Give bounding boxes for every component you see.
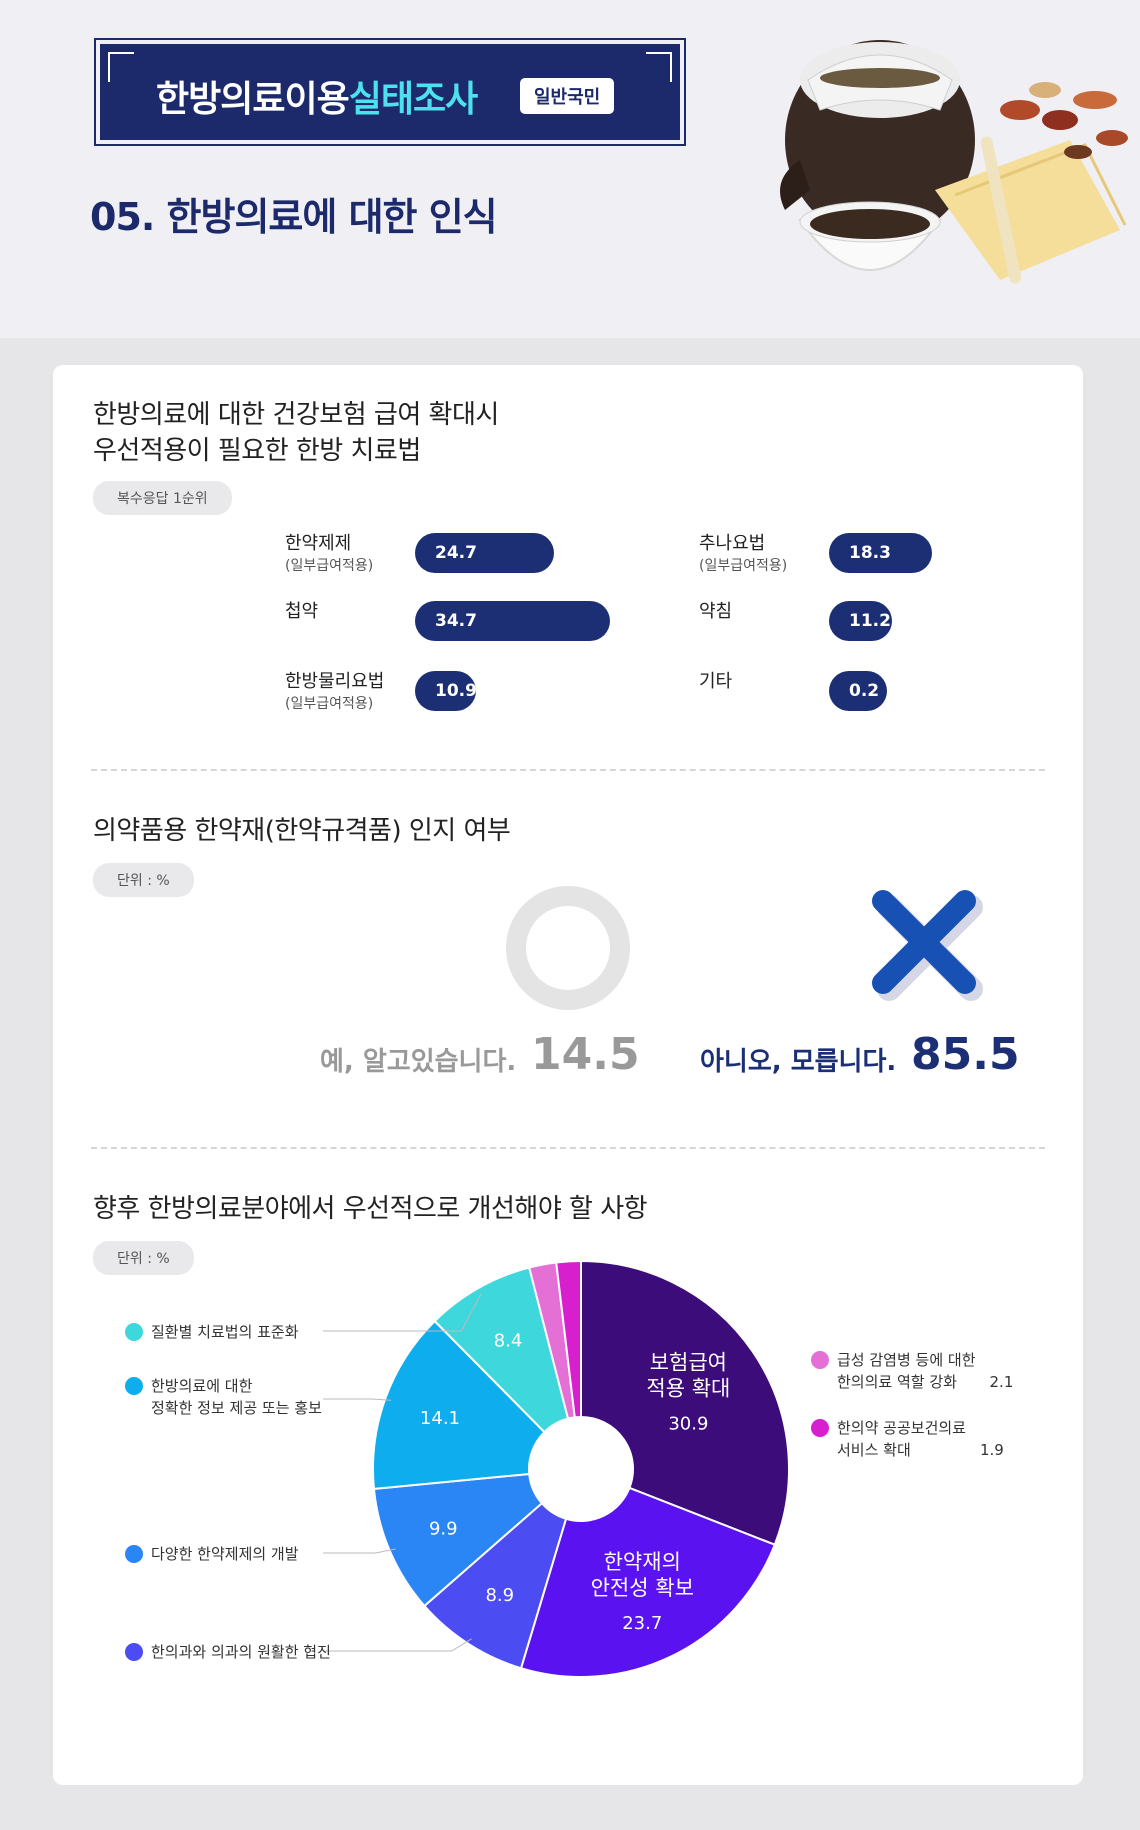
header: 한방의료이용실태조사 일반국민 05. 한방의료에 대한 인식 (0, 0, 1140, 338)
legend-label: 다양한 한약제제의 개발 (151, 1545, 299, 1563)
no-value: 85.5 (911, 1029, 1020, 1080)
legend-item: 한의과와 의과의 원활한 협진 (125, 1641, 331, 1663)
bar: 24.7 (415, 533, 554, 573)
x-mark-icon (872, 890, 983, 1001)
legend-value: 1.9 (979, 1441, 1004, 1459)
bar-category-label: 추나요법 (일부급여적용) (699, 533, 819, 577)
bar-note: (일부급여적용) (285, 558, 374, 574)
legend-label: 급성 감염병 등에 대한 한의의료 역할 강화 (837, 1351, 976, 1391)
corner-ornament-icon (108, 52, 134, 82)
legend-item: 다양한 한약제제의 개발 (125, 1543, 299, 1565)
circle-o-icon (506, 886, 630, 1010)
bar-category-label: 약침 (699, 601, 819, 623)
bar-category-label: 한약제제 (일부급여적용) (285, 533, 405, 577)
audience-badge: 일반국민 (520, 78, 615, 114)
unit-badge: 단위 : % (93, 1241, 194, 1275)
bar-name: 한방물리요법 (285, 671, 385, 692)
legend-item: 한의약 공공보건의료 서비스 확대 1.9 (811, 1417, 1004, 1461)
slice-name-label: 보험급여 (650, 1351, 727, 1375)
herbal-medicine-photo (780, 40, 1128, 284)
legend-dot-icon (125, 1377, 143, 1395)
yes-value: 14.5 (531, 1029, 640, 1080)
bar-category-label: 한방물리요법 (일부급여적용) (285, 671, 405, 715)
legend-value: 2.1 (989, 1373, 1014, 1391)
pie-slice (423, 1501, 568, 1670)
improvement-title: 향후 한방의료분야에서 우선적으로 개선해야 할 사항 (93, 1194, 648, 1224)
section-divider (91, 1147, 1045, 1149)
pie-slice (555, 1259, 582, 1419)
bar-name: 추나요법 (699, 533, 766, 554)
unit-badge: 단위 : % (93, 863, 194, 897)
pie-slice (433, 1266, 570, 1434)
title-banner: 한방의료이용실태조사 일반국민 (94, 38, 686, 146)
legend-item: 질환별 치료법의 표준화 (125, 1321, 299, 1343)
bar-name: 한약제제 (285, 533, 352, 554)
bar-note: (일부급여적용) (285, 696, 374, 712)
slice-value-label: 8.4 (494, 1330, 523, 1351)
bar-category-label: 첩약 (285, 601, 405, 623)
pie-slice (580, 1259, 790, 1547)
pie-slice (372, 1319, 546, 1491)
bar: 10.9 (415, 671, 477, 711)
legend-item: 급성 감염병 등에 대한 한의의료 역할 강화 2.1 (811, 1349, 1013, 1393)
bar-name: 약침 (699, 601, 733, 622)
bar: 34.7 (415, 601, 610, 641)
pie-slice (519, 1486, 777, 1678)
leader-line (323, 1638, 472, 1652)
slice-value-label: 8.9 (485, 1585, 514, 1606)
bar: 11.2 (829, 601, 892, 641)
legend-dot-icon (811, 1351, 829, 1369)
section-heading: 05. 한방의료에 대한 인식 (90, 195, 498, 239)
leader-line (323, 1293, 482, 1332)
slice-name-label: 안전성 확보 (591, 1576, 694, 1600)
yes-label: 예, 알고있습니다. (320, 1047, 517, 1077)
legend-dot-icon (125, 1545, 143, 1563)
legend-item: 한방의료에 대한 정확한 정보 제공 또는 홍보 (125, 1375, 322, 1419)
slice-value-label: 14.1 (420, 1408, 460, 1429)
bar: 18.3 (829, 533, 932, 573)
legend-label: 질환별 치료법의 표준화 (151, 1323, 299, 1341)
leader-line (323, 1398, 392, 1401)
legend-label: 한의과와 의과의 원활한 협진 (151, 1643, 331, 1661)
page-title: 한방의료이용실태조사 (156, 79, 478, 120)
bar-category-label: 기타 (699, 671, 819, 693)
awareness-title: 의약품용 한약재(한약규격품) 인지 여부 (93, 816, 511, 846)
legend-dot-icon (811, 1419, 829, 1437)
leader-line (323, 1548, 396, 1554)
slice-name-label: 한약재의 (604, 1550, 681, 1574)
section-divider (91, 769, 1045, 771)
slice-value-label: 30.9 (668, 1414, 708, 1435)
bar-name: 기타 (699, 671, 733, 692)
legend-dot-icon (125, 1323, 143, 1341)
no-label: 아니오, 모릅니다. (700, 1047, 897, 1077)
response-type-badge: 복수응답 1순위 (93, 481, 232, 515)
legend-label: 한방의료에 대한 정확한 정보 제공 또는 홍보 (151, 1377, 322, 1417)
pie-slice (372, 1472, 544, 1608)
slice-value-label: 23.7 (622, 1613, 662, 1634)
coverage-chart-title: 한방의료에 대한 건강보험 급여 확대시 우선적용이 필요한 한방 치료법 (93, 400, 499, 466)
slice-name-label: 적용 확대 (646, 1377, 730, 1401)
slice-value-label: 9.9 (429, 1518, 458, 1539)
legend-label: 한의약 공공보건의료 서비스 확대 (837, 1419, 966, 1459)
bar-note: (일부급여적용) (699, 558, 788, 574)
legend-dot-icon (125, 1643, 143, 1661)
corner-ornament-icon (646, 52, 672, 82)
content-card: 한방의료에 대한 건강보험 급여 확대시 우선적용이 필요한 한방 치료법 복수… (53, 365, 1083, 1785)
bar-name: 첩약 (285, 601, 319, 622)
bar: 0.2 (829, 671, 887, 711)
